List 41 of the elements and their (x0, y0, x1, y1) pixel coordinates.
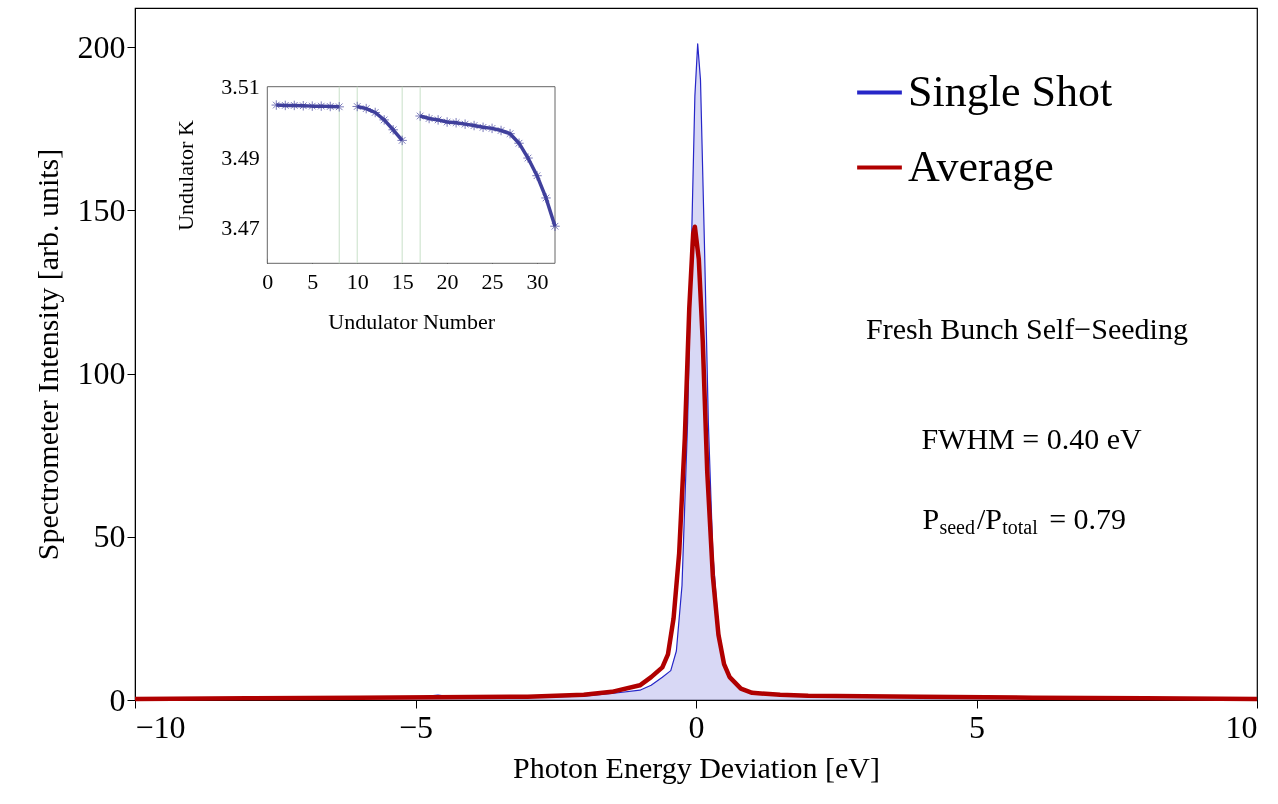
x-tick-label: 5 (307, 268, 319, 294)
point (271, 99, 282, 111)
point (414, 110, 426, 122)
point (540, 192, 552, 204)
point (396, 135, 408, 146)
x-tick-label: −10 (135, 708, 186, 745)
x-tick-label: 10 (1225, 708, 1258, 745)
point (316, 100, 327, 112)
y-tick-label: 50 (93, 518, 126, 555)
y-tick-label: 100 (77, 355, 126, 392)
point (387, 124, 399, 136)
x-tick-label: −5 (398, 708, 434, 745)
x-tick-label: 30 (526, 268, 549, 294)
y-axis-title: Undulator K (172, 120, 198, 231)
legend-label: Single Shot (908, 66, 1113, 116)
legend-label: Average (908, 141, 1054, 191)
point (522, 152, 534, 164)
x-tick-label: 0 (688, 708, 705, 745)
x-tick-label: 15 (391, 268, 414, 294)
y-tick-label: 3.47 (221, 215, 260, 241)
point (513, 137, 525, 149)
x-tick-label: 25 (481, 268, 504, 294)
y-axis-title: Spectrometer Intensity [arb. units] (30, 148, 64, 561)
x-tick-label: 5 (969, 708, 985, 745)
point (504, 128, 516, 139)
y-tick-label: 0 (109, 681, 126, 718)
annotation: FWHM = 0.40 eV (921, 422, 1142, 455)
point (307, 100, 318, 112)
y-tick-label: 200 (77, 28, 126, 65)
y-tick-label: 3.49 (221, 144, 260, 170)
annotation: Fresh Bunch Self−Seeding (866, 312, 1188, 345)
x-axis-title: Undulator Number (328, 308, 496, 334)
point (378, 114, 390, 126)
y-tick-label: 3.51 (221, 74, 260, 100)
y-tick-label: 150 (77, 191, 126, 228)
point (531, 170, 543, 181)
x-tick-label: 10 (346, 268, 369, 294)
x-axis-title: Photon Energy Deviation [eV] (513, 750, 880, 784)
point (549, 220, 561, 232)
point (369, 107, 381, 118)
x-tick-label: 20 (436, 268, 459, 294)
